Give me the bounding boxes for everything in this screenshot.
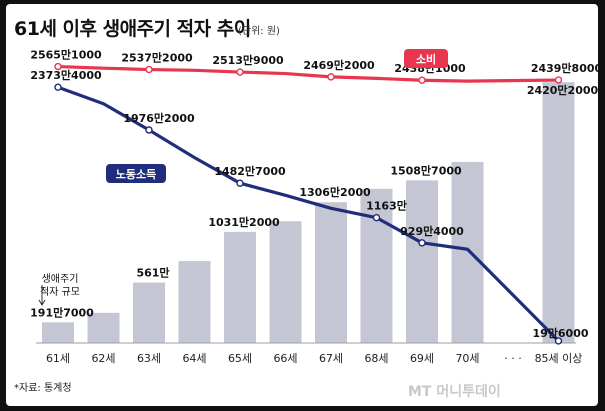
unit-label: (단위: 원) [238, 26, 280, 37]
chart-canvas: 61세 62세 63세 64세 65세 66세 67세 68세 69세 70세 · · · 85세 이… [30, 48, 598, 365]
labor-income-point [418, 239, 426, 247]
deficit-bar [269, 221, 302, 343]
consumption-point [418, 76, 426, 84]
x-tick-label: 62세 [91, 352, 115, 365]
consumption-point [236, 68, 244, 76]
consumption-point [554, 76, 563, 84]
annotation-arrow-icon [38, 285, 46, 306]
x-tick-label: 85세 이상 [535, 352, 583, 365]
x-tick-label: 69세 [410, 352, 434, 365]
consumption-tag: 소비 [404, 49, 448, 68]
deficit-bar [133, 282, 165, 343]
x-tick-label: 61세 [46, 352, 70, 365]
consumption-point [145, 65, 153, 74]
labor-value-label: 2373만4000 [30, 68, 102, 82]
labor-income-point [54, 83, 62, 91]
consumption-tag-label: 소비 [416, 52, 436, 66]
labor-value-label: 19만6000 [532, 326, 588, 340]
consumption-value-label: 2439만8000 [531, 61, 598, 75]
consumption-value-label: 2469만2000 [303, 58, 375, 72]
consumption-value-label: 2513만9000 [212, 53, 284, 67]
deficit-bar [42, 322, 74, 343]
labor-value-label: 1482만7000 [214, 164, 286, 178]
labor-value-label: 929만4000 [400, 224, 464, 238]
deficit-bar [406, 180, 438, 343]
consumption-value-label: 2565만1000 [30, 48, 102, 62]
watermark-logo: MT 머니투데이 [408, 384, 501, 400]
chart-frame: 61세 이후 생애주기 적자 추이 (단위: 원) 61세 62세 63세 64세 65… [6, 4, 598, 406]
x-tick-label: 65세 [228, 352, 252, 365]
labor-income-point [145, 126, 153, 134]
labor-income-point [236, 179, 244, 187]
deficit-value-label: 561만 [136, 266, 169, 280]
consumption-point [54, 62, 62, 71]
deficit-annotation-line2: 적자 규모 [40, 286, 80, 298]
labor-tag-label: 노동소득 [116, 168, 156, 181]
deficit-bar [542, 82, 575, 343]
x-tick-label: 70세 [455, 352, 479, 365]
x-tick-label: 67세 [319, 352, 343, 365]
x-tick-label: 66세 [273, 352, 297, 365]
deficit-value-label: 2420만2000 [527, 83, 598, 97]
chart-title: 61세 이후 생애주기 적자 추이 [14, 18, 251, 40]
consumption-tag-box [404, 49, 448, 68]
deficit-annotation-line1: 생애주기 [42, 273, 79, 285]
x-tick-label: 64세 [182, 352, 206, 365]
labor-tag-box [106, 164, 166, 183]
deficit-value-label: 191만7000 [30, 305, 94, 319]
deficit-bar [224, 231, 256, 343]
deficit-bar [315, 202, 347, 343]
labor-value-label: 1976만2000 [123, 111, 195, 125]
deficit-bar [178, 261, 211, 343]
deficit-bar [87, 312, 120, 343]
deficit-bar [451, 161, 484, 343]
labor-income-point [554, 337, 563, 345]
consumption-value-label: 2537만2000 [121, 51, 193, 65]
labor-tag: 노동소득 [106, 164, 166, 183]
x-tick-label: · · · [504, 352, 521, 365]
labor-income-point [372, 213, 381, 222]
source-note: *자료: 통계청 [14, 383, 72, 394]
labor-income-line [57, 85, 560, 343]
deficit-value-label: 1031만2000 [208, 215, 280, 229]
x-tick-label: 68세 [364, 352, 388, 365]
labor-value-label: 1163만 [366, 199, 407, 213]
consumption-point [327, 73, 335, 81]
consumption-line [57, 64, 559, 83]
deficit-value-label: 1508만7000 [390, 163, 462, 177]
x-tick-label: 63세 [137, 352, 161, 365]
deficit-value-label: 1306만2000 [299, 185, 371, 199]
